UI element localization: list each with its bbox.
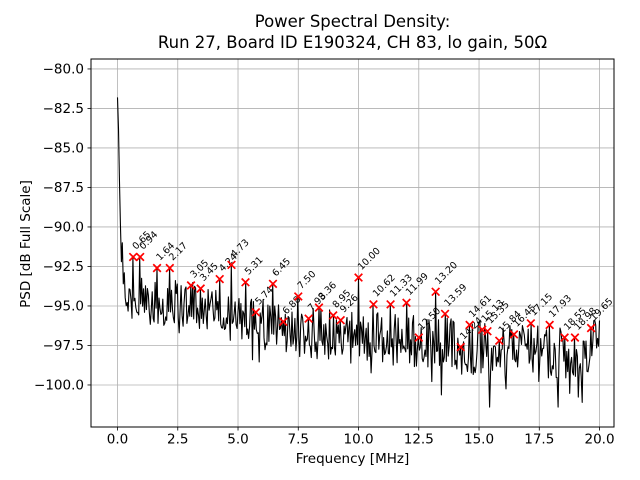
x-tick-label: 0.0	[107, 432, 128, 448]
peak-marker-x-icon	[227, 260, 236, 270]
peak-marker-x-icon	[165, 263, 175, 273]
chart-title-line1: Power Spectral Density:	[254, 12, 451, 31]
peak-frequency-label: 13.20	[433, 260, 460, 287]
peak-marker-x-icon	[570, 333, 580, 342]
peak-marker-x-icon	[336, 315, 346, 325]
peak-marker-x-icon	[215, 274, 225, 284]
peak-marker-x-icon	[386, 299, 395, 309]
y-tick-label: −95.0	[43, 298, 84, 314]
peak-frequency-label: 4.73	[229, 237, 252, 260]
x-tick-label: 12.5	[404, 432, 434, 448]
peak-marker-x-icon	[456, 342, 466, 352]
y-tick-label: −100.0	[34, 377, 84, 393]
peak-frequency-label: 6.45	[270, 256, 293, 279]
peak-marker-x-icon	[196, 284, 206, 293]
peak-marker-x-icon	[314, 303, 324, 312]
x-tick-label: 17.5	[524, 432, 554, 448]
peak-marker-x-icon	[354, 273, 363, 282]
peak-frequency-label: 7.50	[296, 269, 319, 292]
x-tick-label: 20.0	[585, 432, 615, 448]
peak-marker-x-icon	[128, 252, 138, 262]
peak-marker-x-icon	[369, 299, 378, 309]
peak-marker-x-icon	[414, 333, 424, 342]
chart-title: Power Spectral Density: Run 27, Board ID…	[91, 11, 614, 53]
peak-marker-x-icon	[241, 277, 250, 287]
x-tick-label: 5.0	[227, 432, 248, 448]
peak-marker-x-icon	[304, 314, 314, 324]
x-tick-label: 10.0	[343, 432, 373, 448]
peak-marker-x-icon	[402, 298, 411, 308]
peak-marker-x-icon	[186, 281, 196, 290]
peak-marker-x-icon	[268, 279, 278, 289]
peak-marker-x-icon	[586, 323, 596, 333]
peak-marker-x-icon	[526, 318, 536, 328]
y-tick-label: −90.0	[43, 219, 84, 235]
y-tick-label: −82.5	[43, 101, 84, 117]
peak-marker-x-icon	[494, 336, 504, 346]
peak-marker-x-icon	[560, 333, 569, 342]
peak-marker-x-icon	[477, 325, 487, 335]
peak-frequency-label: 13.59	[442, 282, 469, 309]
peak-marker-x-icon	[135, 252, 145, 262]
peak-marker-x-icon	[278, 317, 288, 327]
x-tick-label: 15.0	[464, 432, 494, 448]
x-tick-label: 2.5	[167, 432, 188, 448]
y-tick-label: −87.5	[43, 180, 84, 196]
x-tick-label: 7.5	[288, 432, 309, 448]
peak-marker-x-icon	[152, 263, 162, 273]
y-tick-label: −97.5	[43, 338, 84, 354]
peak-marker-x-icon	[440, 309, 450, 319]
peak-marker-x-icon	[293, 292, 303, 301]
peak-marker-x-icon	[509, 330, 519, 339]
x-axis-label: Frequency [MHz]	[295, 451, 410, 467]
peak-frequency-label: 10.00	[356, 246, 383, 273]
peak-frequency-label: 5.31	[243, 255, 266, 278]
peak-marker-x-icon	[465, 320, 475, 330]
peak-marker-x-icon	[431, 287, 441, 297]
peak-marker-x-icon	[545, 320, 555, 330]
y-tick-label: −80.0	[43, 61, 84, 77]
y-tick-label: −85.0	[43, 140, 84, 156]
peak-marker-x-icon	[251, 307, 261, 317]
axes-spines	[90, 58, 615, 428]
peak-marker-x-icon	[328, 311, 338, 320]
chart-title-line2: Run 27, Board ID E190324, CH 83, lo gain…	[157, 33, 548, 52]
peak-marker-x-icon	[483, 326, 492, 336]
y-axis-label: PSD [dB Full Scale]	[18, 180, 34, 308]
y-tick-label: −92.5	[43, 259, 84, 275]
